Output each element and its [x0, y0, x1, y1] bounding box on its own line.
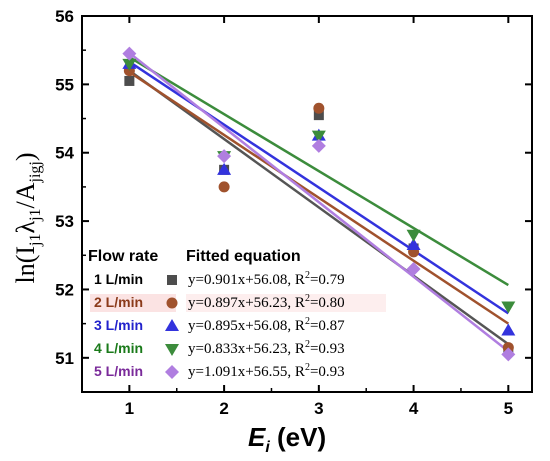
legend-equation-sup: 2: [305, 270, 310, 281]
y-axis-label-part2: λ: [11, 221, 40, 234]
legend-marker-4: [165, 344, 179, 356]
point-series-5: [311, 138, 326, 153]
legend-marker-2: [166, 297, 178, 309]
legend-rate-label: 1 L/min: [94, 271, 143, 287]
legend-equation-main: y=0.901x+56.08, R: [188, 272, 305, 288]
legend-equation: y=0.833x+56.23, R2=0.93: [188, 339, 345, 357]
fit-line-1: [128, 69, 510, 346]
point-series-3: [406, 238, 421, 251]
legend-equation-r2: =0.79: [310, 272, 345, 288]
fit-line-4: [128, 56, 509, 287]
legend-rate-label: 2 L/min: [94, 294, 143, 310]
legend-marker-1: [167, 275, 177, 285]
legend-equation-r2: =0.87: [310, 318, 345, 334]
point-series-5: [406, 261, 421, 276]
point-series-3: [217, 162, 232, 175]
fit-line-5: [128, 52, 510, 353]
y-tick-label: 52: [55, 280, 74, 299]
legend-equation-r2: =0.93: [310, 364, 345, 380]
y-axis-label-sub4: j: [27, 161, 44, 166]
legend-equation-sup: 2: [305, 316, 310, 327]
point-series-4: [406, 229, 421, 242]
legend-header-rate: Flow rate: [88, 248, 158, 265]
legend-equation-sup: 2: [305, 339, 310, 350]
legend-label-highlight: [90, 294, 176, 312]
y-tick-label: 53: [55, 212, 74, 231]
y-tick-label: 55: [55, 75, 74, 94]
legend-marker-3: [165, 319, 179, 331]
point-series-2: [218, 181, 230, 193]
legend-equation-sup: 2: [305, 362, 310, 373]
legend-equation-main: y=0.833x+56.23, R: [188, 341, 305, 357]
legend-eq-highlight: [186, 294, 386, 312]
x-tick-label: 3: [314, 399, 323, 418]
x-axis-label-var: E: [248, 422, 266, 452]
data-points: [122, 46, 516, 362]
point-series-2: [313, 102, 325, 114]
y-axis-label-sub1: j1: [27, 234, 44, 247]
x-axis-label: Ei (eV): [248, 422, 326, 456]
y-axis-label-sub2: j1: [27, 208, 44, 221]
x-axis-label-unit: (eV): [270, 422, 326, 452]
legend-rate-label: 3 L/min: [94, 317, 143, 333]
x-tick-label: 1: [125, 399, 134, 418]
axes: 1 2 3 4 5 51 52 53 54 55 56: [55, 7, 533, 418]
y-axis-label: ln(Ij1λj1/Ajigj): [11, 152, 44, 283]
legend-equation: y=0.897x+56.23, R2=0.80: [188, 293, 345, 311]
legend-marker-5: [165, 365, 179, 379]
x-axis-label-sub: i: [265, 439, 270, 456]
x-tick-label: 5: [504, 399, 513, 418]
legend-equation-main: y=0.897x+56.23, R: [188, 295, 305, 311]
legend-equation-main: y=1.091x+56.55, R: [188, 364, 305, 380]
point-series-4: [501, 301, 516, 314]
fit-lines: [128, 52, 510, 353]
point-series-1: [313, 110, 324, 121]
legend-equation: y=1.091x+56.55, R2=0.93: [188, 362, 345, 380]
x-tick-label: 2: [219, 399, 228, 418]
legend-equation-main: y=0.895x+56.08, R: [188, 318, 305, 334]
y-axis-label-sub3: jig: [27, 166, 44, 184]
legend-rate-label: 4 L/min: [94, 340, 143, 356]
plot-frame: [81, 15, 533, 393]
y-axis-label-part3: /A: [11, 182, 40, 208]
legend-header-equation: Fitted equation: [186, 248, 301, 265]
point-series-5: [122, 46, 137, 61]
point-series-4: [122, 58, 137, 71]
fit-line-2: [128, 71, 510, 325]
legend-equation-sup: 2: [305, 293, 310, 304]
legend: Flow rate Fitted equation 1 L/min y=0.901…: [88, 248, 386, 380]
y-tick-label: 56: [55, 7, 74, 26]
point-series-5: [217, 149, 232, 164]
point-series-3: [501, 323, 516, 336]
legend-equation: y=0.901x+56.08, R2=0.79: [188, 270, 345, 288]
y-tick-label: 54: [55, 144, 74, 163]
x-tick-label: 4: [409, 399, 419, 418]
point-series-5: [501, 347, 516, 362]
point-series-4: [311, 130, 326, 143]
point-series-1: [124, 75, 135, 86]
y-tick-label: 51: [55, 349, 74, 368]
legend-equation: y=0.895x+56.08, R2=0.87: [188, 316, 345, 334]
y-axis-label-close: ): [11, 152, 40, 161]
y-axis-label-part1: ln(I: [11, 246, 40, 284]
legend-equation-r2: =0.93: [310, 341, 345, 357]
legend-rate-label: 5 L/min: [94, 363, 143, 379]
legend-equation-r2: =0.80: [310, 295, 345, 311]
